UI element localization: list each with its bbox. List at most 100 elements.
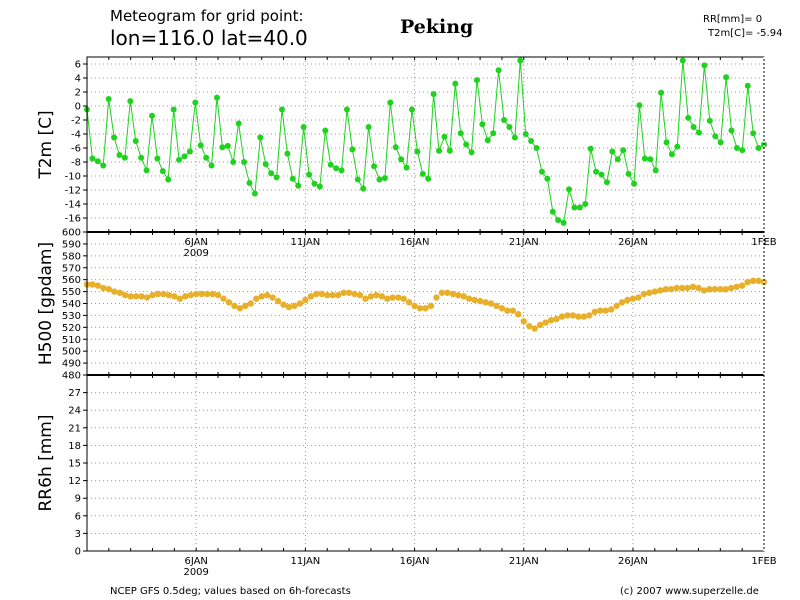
h500-point	[564, 312, 571, 319]
footer-source: NCEP GFS 0.5deg; values based on 6h-fore…	[110, 586, 351, 597]
t2m-point	[484, 137, 491, 144]
h500-point	[351, 290, 358, 298]
t2m-point	[327, 161, 334, 168]
t2m-point	[668, 151, 675, 158]
h500-point	[160, 290, 167, 298]
h500-point	[313, 290, 320, 298]
h500-point	[531, 325, 538, 332]
t2m-point	[116, 152, 123, 158]
h500-panel: 480490500510520530540550560570580590600 …	[36, 228, 768, 382]
t2m-point	[176, 156, 183, 163]
rr6h-ytick-label: 27	[68, 388, 81, 399]
h500-point	[198, 290, 205, 298]
h500-point	[171, 293, 178, 300]
t2m-point	[517, 57, 524, 64]
t2m-point	[636, 102, 643, 109]
t2m-point	[463, 141, 470, 148]
t2m-point	[230, 159, 237, 165]
t2m-point	[414, 148, 421, 155]
rr6h-ytick-label: 12	[68, 476, 81, 487]
rr6h-xtick-label: 11JAN	[290, 556, 320, 567]
t2m-point	[436, 147, 443, 154]
h500-point	[100, 284, 107, 292]
t2m-point	[457, 130, 464, 137]
t2m-xtick-label: 6JAN	[184, 237, 207, 248]
h500-point	[209, 290, 216, 298]
t2m-point	[555, 217, 562, 224]
h500-ytick-label: 550	[62, 287, 81, 298]
t2m-point	[522, 131, 529, 137]
t2m-point	[538, 168, 545, 175]
t2m-xtick-label: 16JAN	[400, 237, 430, 248]
h500-point	[542, 319, 549, 326]
rr6h-ytick-label: 24	[68, 406, 81, 417]
t2m-point	[197, 142, 204, 149]
t2m-point	[398, 156, 405, 163]
rr6h-panel: 0 3 6 9 12 15 18 21 24 27 6JAN 11JAN 16JAN 21JAN 26JA…	[36, 375, 777, 578]
h500-y-axis-label: H500 [gpdam]	[36, 242, 56, 365]
rr6h-frame	[86, 374, 765, 552]
t2m-point	[246, 180, 253, 186]
t2m-point	[641, 155, 648, 162]
t2m-point	[208, 162, 215, 169]
t2m-point	[235, 120, 242, 127]
h500-point	[433, 294, 440, 301]
t2m-point	[603, 179, 610, 186]
h500-point	[635, 294, 642, 301]
h500-point	[749, 277, 757, 285]
t2m-point	[609, 148, 616, 155]
h500-point	[657, 287, 664, 294]
h500-point	[476, 297, 484, 305]
t2m-point	[132, 138, 139, 144]
t2m-point	[365, 124, 372, 130]
h500-point	[536, 321, 544, 329]
h500-point	[165, 291, 173, 299]
t2m-xtick-label: 11JAN	[290, 237, 320, 248]
h500-point	[678, 284, 686, 292]
t2m-y-axis: -16 -14 -12 -10 -8 -6 -4 -2 0 2 4 6	[65, 60, 87, 225]
h500-point	[356, 291, 364, 299]
h500-point	[318, 290, 325, 298]
h500-point	[515, 311, 522, 318]
t2m-point	[284, 150, 291, 157]
h500-point	[94, 282, 102, 289]
h500-point	[307, 293, 315, 300]
h500-point	[302, 296, 309, 304]
t2m-point	[501, 117, 508, 123]
h500-point	[618, 299, 626, 306]
h500-point	[526, 322, 533, 330]
h500-point	[738, 282, 746, 289]
title-line2: lon=116.0 lat=40.0	[110, 26, 308, 50]
h500-ytick-label: 530	[62, 311, 81, 322]
t2m-point	[631, 180, 638, 187]
h500-point	[667, 286, 675, 293]
h500-point	[269, 294, 276, 301]
h500-point	[253, 295, 260, 302]
t2m-point	[560, 219, 567, 226]
h500-point	[214, 291, 222, 299]
t2m-point	[371, 163, 378, 170]
h500-point	[384, 295, 391, 302]
h500-point	[607, 306, 615, 313]
t2m-point	[717, 139, 724, 146]
t2m-point	[203, 154, 210, 161]
h500-point	[405, 299, 413, 306]
t2m-point	[582, 201, 589, 207]
h500-point	[624, 296, 631, 304]
t2m-point	[127, 98, 134, 105]
t2m-ytick-label: 2	[75, 88, 81, 99]
t2m-xtick-label: 21JAN	[509, 237, 539, 248]
h500-point	[400, 295, 407, 302]
h500-point	[755, 277, 762, 285]
t2m-point	[143, 167, 150, 174]
t2m-ytick-label: -12	[65, 186, 81, 197]
h500-point	[460, 293, 467, 300]
t2m-point	[170, 106, 177, 113]
t2m-point	[511, 134, 518, 141]
panel-frames	[86, 56, 765, 552]
t2m-point	[148, 112, 155, 119]
h500-point	[613, 302, 620, 310]
t2m-point	[322, 127, 329, 134]
t2m-point	[549, 208, 556, 215]
h500-point	[242, 302, 249, 310]
